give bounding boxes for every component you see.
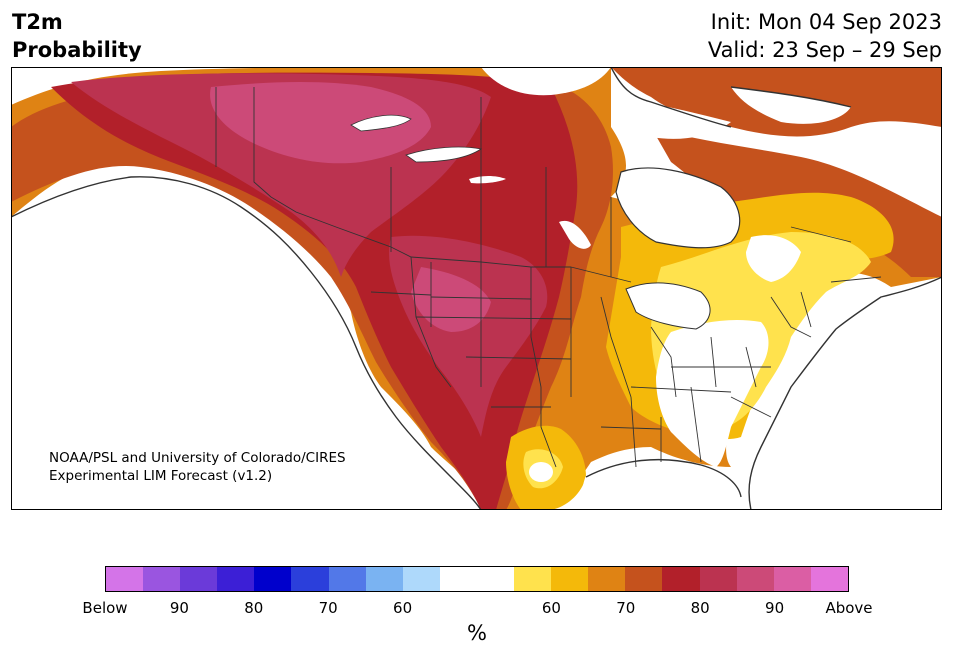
colorbar-tick-label: 90 [169, 599, 189, 617]
colorbar-swatch [439, 567, 477, 591]
colorbar-swatch [143, 567, 181, 591]
lake-athabasca [469, 176, 506, 184]
probability-map [11, 67, 942, 510]
colorbar-swatch [106, 567, 144, 591]
colorbar-unit: % [467, 621, 487, 645]
colorbar-swatch [328, 567, 366, 591]
colorbar-tick-label: 60 [541, 599, 561, 617]
credit-line-2: Experimental LIM Forecast (v1.2) [49, 468, 273, 484]
colorbar-swatch [662, 567, 700, 591]
date-block: Init: Mon 04 Sep 2023 Valid: 23 Sep – 29… [708, 8, 942, 64]
colorbar-tick-label: Above [825, 599, 873, 617]
colorbar-swatch [365, 567, 403, 591]
map-frame [11, 67, 942, 510]
colorbar-swatch [291, 567, 329, 591]
title-type: Probability [12, 38, 142, 62]
colorbar-tick-label: 80 [690, 599, 710, 617]
colorbar-tick-label: 70 [318, 599, 338, 617]
colorbar [105, 566, 849, 592]
title-variable: T2m [12, 10, 63, 34]
hudson-bay [615, 167, 741, 249]
valid-range: Valid: 23 Sep – 29 Sep [707, 38, 942, 62]
colorbar-swatch [180, 567, 218, 591]
credit-text: NOAA/PSL and University of Colorado/CIRE… [49, 449, 346, 485]
credit-line-1: NOAA/PSL and University of Colorado/CIRE… [49, 450, 346, 466]
colorbar-swatch [588, 567, 626, 591]
arctic-water-1 [481, 67, 611, 96]
colorbar-swatch [625, 567, 663, 591]
colorbar-tick-label: 90 [765, 599, 785, 617]
colorbar-swatch [736, 567, 774, 591]
colorbar-swatch [699, 567, 737, 591]
lake-winnipeg [559, 220, 591, 249]
colorbar-swatch [217, 567, 255, 591]
region-red [51, 72, 578, 510]
arctic-water-3 [731, 87, 851, 124]
pacific-ocean [11, 176, 481, 510]
colorbar-swatch [402, 567, 440, 591]
colorbar-tick-label: 80 [244, 599, 264, 617]
coastlines [11, 67, 942, 510]
great-lakes [625, 282, 711, 330]
gulf-of-mexico [581, 457, 741, 510]
lake-great-bear [350, 114, 412, 132]
colorbar-swatch [810, 567, 848, 591]
colorbar-swatch [476, 567, 515, 591]
arctic-water-2 [611, 97, 731, 139]
region-white-mexico [529, 462, 553, 482]
title-block: T2m Probability [12, 8, 142, 64]
colorbar-tick-label: 60 [393, 599, 413, 617]
colorbar-swatch [773, 567, 811, 591]
init-date: Init: Mon 04 Sep 2023 [710, 10, 942, 34]
region-white-southeast [656, 320, 769, 467]
colorbar-swatch [514, 567, 552, 591]
colorbar-tick-label: Below [82, 599, 128, 617]
colorbar-swatch [254, 567, 292, 591]
colorbar-tick-label: 70 [616, 599, 636, 617]
colorbar-swatch [551, 567, 589, 591]
atlantic-ocean [749, 277, 942, 510]
region-pink [210, 82, 431, 164]
political-borders [215, 87, 882, 468]
region-white-quebec [746, 235, 801, 282]
